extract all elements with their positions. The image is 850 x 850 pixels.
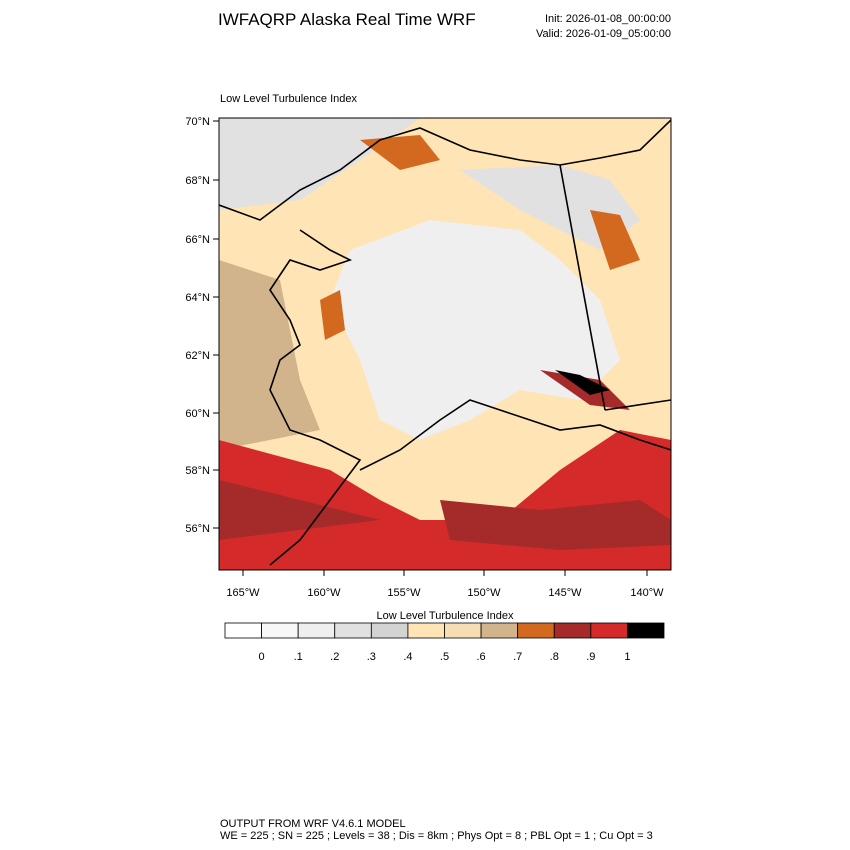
lat-label: 56°N xyxy=(185,523,210,535)
ocean-band xyxy=(219,480,380,540)
lon-label: 150°W xyxy=(467,587,501,599)
colorbar-label: .6 xyxy=(476,651,485,663)
colorbar-box xyxy=(224,622,262,639)
colorbar-label: .9 xyxy=(586,651,595,663)
lat-label: 60°N xyxy=(185,408,210,420)
colorbar-box xyxy=(590,622,628,639)
colorbar-box xyxy=(553,622,592,639)
map-axes: 70°N 68°N 66°N 64°N 62°N 60°N 58°N 56°N 165°W 160… xyxy=(185,116,664,599)
colorbar-box xyxy=(407,622,445,639)
colorbar-box xyxy=(261,622,299,639)
north-slope xyxy=(460,165,640,250)
colorbar-label: .4 xyxy=(403,651,412,663)
colorbar-title: Low Level Turbulence Index xyxy=(377,610,514,622)
colorbar-box xyxy=(297,622,336,639)
colorbar-box xyxy=(480,622,519,639)
colorbar-label: 0 xyxy=(259,651,265,663)
colorbar: 0 .1 .2 .3 .4 .5 .6 .7 .8 .9 1 xyxy=(224,622,665,663)
lat-label: 68°N xyxy=(185,175,210,187)
colorbar-box xyxy=(334,622,372,639)
footer-line1: OUTPUT FROM WRF V4.6.1 MODEL xyxy=(220,818,406,830)
colorbar-label: .5 xyxy=(440,651,449,663)
main-title: IWFAQRP Alaska Real Time WRF xyxy=(218,10,476,29)
colorbar-label: .3 xyxy=(367,651,376,663)
colorbar-box xyxy=(517,622,555,639)
colorbar-box xyxy=(370,622,409,639)
lat-label: 62°N xyxy=(185,350,210,362)
bering-sea xyxy=(219,260,320,450)
lat-label: 58°N xyxy=(185,465,210,477)
colorbar-label: .1 xyxy=(294,651,303,663)
footer-line2: WE = 225 ; SN = 225 ; Levels = 38 ; Dis … xyxy=(220,830,653,842)
yukon-high xyxy=(590,210,640,270)
ocean-band-2 xyxy=(440,500,671,550)
lat-label: 64°N xyxy=(185,292,210,304)
brooks-range xyxy=(360,135,440,170)
lon-label: 140°W xyxy=(630,587,664,599)
map-title: Low Level Turbulence Index xyxy=(220,93,357,105)
lon-label: 155°W xyxy=(387,587,421,599)
valid-time: Valid: 2026-01-09_05:00:00 xyxy=(536,28,671,40)
map-frame xyxy=(218,117,672,571)
lat-label: 70°N xyxy=(185,116,210,128)
colorbar-box xyxy=(627,622,665,639)
lon-label: 165°W xyxy=(226,587,260,599)
colorbar-label: .8 xyxy=(550,651,559,663)
coastlines xyxy=(219,119,671,566)
map-field xyxy=(219,118,671,570)
colorbar-label: .2 xyxy=(330,651,339,663)
lon-label: 145°W xyxy=(548,587,582,599)
colorbar-label: 1 xyxy=(624,651,630,663)
lat-label: 66°N xyxy=(185,234,210,246)
colorbar-label: .7 xyxy=(513,651,522,663)
norton-sound xyxy=(320,290,345,340)
init-time: Init: 2026-01-08_00:00:00 xyxy=(545,13,671,25)
lon-label: 160°W xyxy=(307,587,341,599)
interior-low xyxy=(330,220,620,440)
peak-high xyxy=(555,370,610,395)
colorbar-box xyxy=(444,622,482,639)
